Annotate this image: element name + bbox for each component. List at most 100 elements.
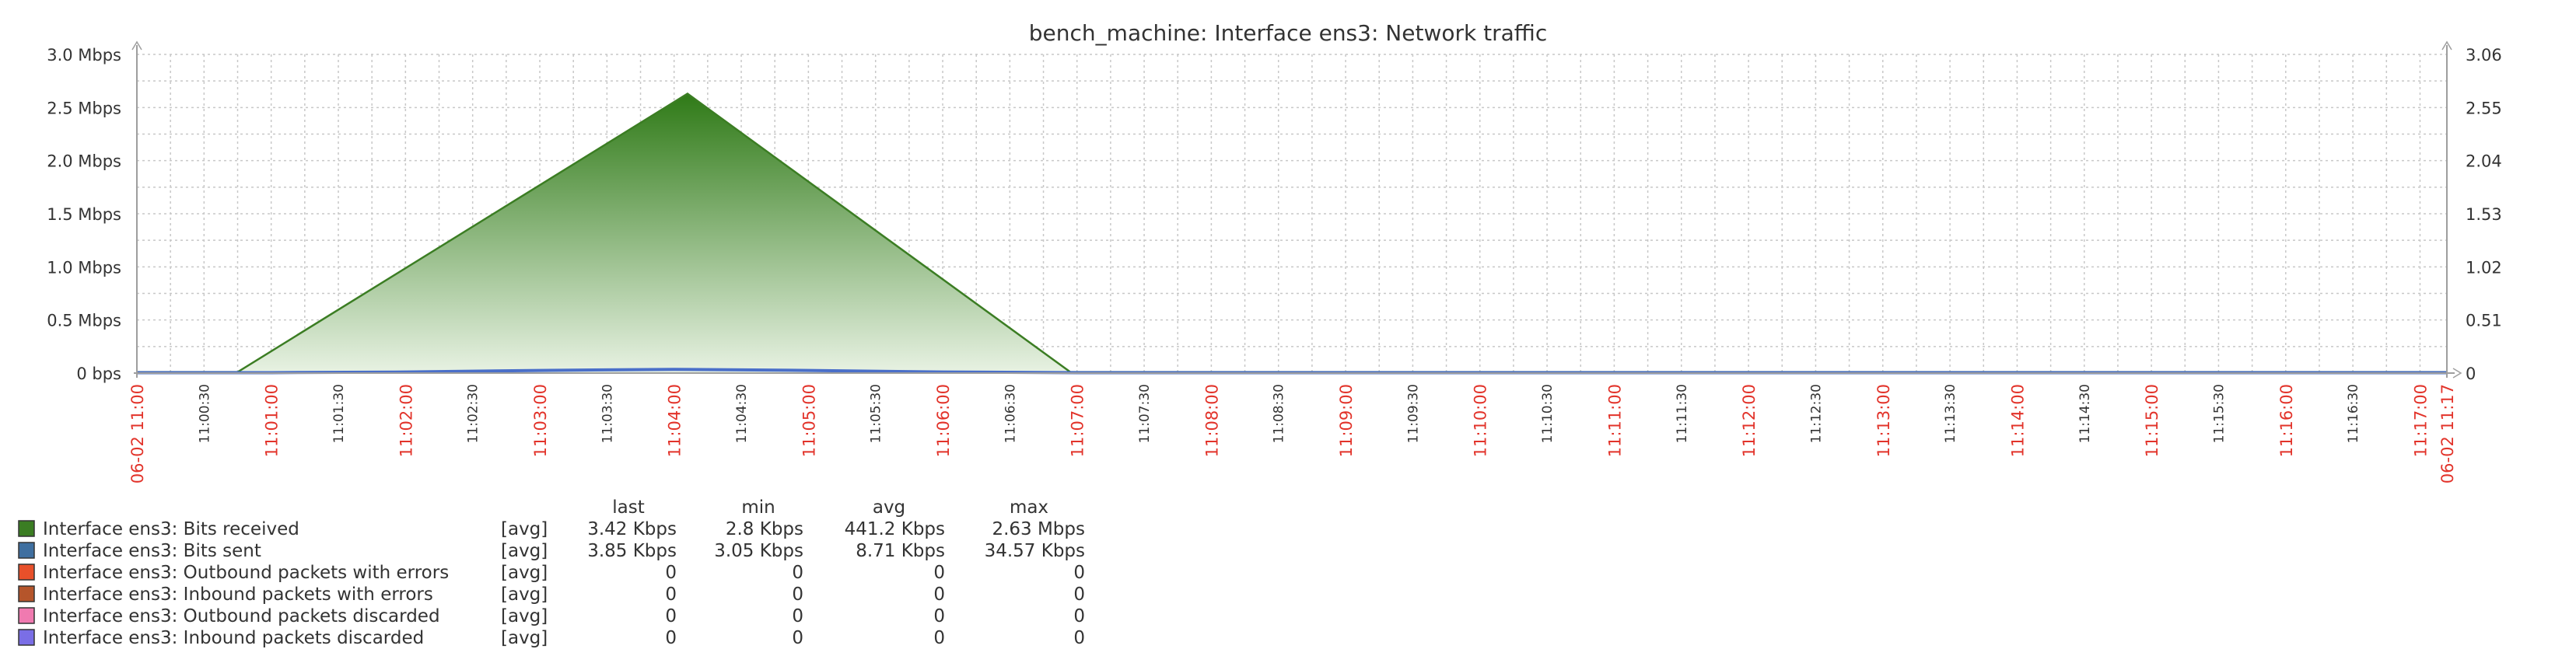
legend-value-avg: 441.2 Kbps [845,519,945,539]
legend-value-min: 2.8 Kbps [726,519,803,539]
legend-value-max: 0 [1073,628,1085,648]
legend-series-name: Interface ens3: Bits sent [43,541,261,561]
legend-function: [avg] [501,606,548,626]
x-tick-label-major: 11:16:00 [2277,384,2296,457]
y-tick-label-right: 1.02 [2466,258,2502,277]
legend-value-avg: 0 [933,628,945,648]
legend-value-last: 0 [665,606,677,626]
x-tick-label-minor: 11:01:30 [331,384,347,443]
x-tick-label-major: 06-02 11:17 [2438,384,2457,483]
legend-value-min: 0 [792,628,803,648]
y-tick-label-left: 1.5 Mbps [47,205,121,224]
legend-function: [avg] [501,628,548,648]
legend: last min avg max Interface ens3: Bits receiv… [18,497,1085,648]
y-axis-left-ticks: 0 bps 0.5 Mbps 1.0 Mbps 1.5 Mbps 2.0 Mbps 2.5… [47,46,121,383]
chart-title: bench_machine: Interface ens3: Network t… [1029,20,1547,46]
legend-value-last: 0 [665,563,677,583]
x-tick-label-minor: 11:13:30 [1943,384,1958,443]
y-tick-label-left: 2.0 Mbps [47,152,121,171]
legend-function: [avg] [501,584,548,605]
legend-value-min: 0 [792,584,803,605]
series-area-bits-received [137,93,2447,374]
series-line-bits-sent [137,368,2447,375]
legend-series-name: Interface ens3: Outbound packets with er… [43,563,449,583]
legend-header-avg: avg [873,497,905,518]
x-tick-label-major: 11:15:00 [2143,384,2161,457]
x-tick-label-minor: 11:07:30 [1137,384,1153,443]
axes [131,40,2462,379]
grid [137,54,2447,373]
legend-value-max: 0 [1073,606,1085,626]
y-tick-label-right: 2.04 [2466,152,2502,171]
x-tick-label-minor: 11:05:30 [869,384,884,443]
x-tick-label-minor: 11:02:30 [466,384,481,443]
legend-value-avg: 0 [933,606,945,626]
y-tick-label-left: 0 bps [76,365,121,383]
legend-value-max: 0 [1073,563,1085,583]
x-tick-label-minor: 11:09:30 [1405,384,1421,443]
legend-swatch [18,520,35,537]
y-tick-label-left: 0.5 Mbps [47,312,121,330]
x-tick-label-major: 11:17:00 [2411,384,2430,457]
x-tick-label-minor: 11:15:30 [2211,384,2227,443]
y-tick-label-left: 1.0 Mbps [47,258,121,277]
x-tick-label-major: 11:12:00 [1740,384,1759,457]
x-tick-label-major: 06-02 11:00 [128,384,147,483]
x-axis-arrow [2452,368,2462,379]
y-tick-label-left: 3.0 Mbps [47,46,121,65]
x-tick-label-major: 11:01:00 [263,384,282,457]
x-tick-label-minor: 11:03:30 [600,384,615,443]
x-tick-label-minor: 11:16:30 [2346,384,2361,443]
x-tick-label-major: 11:05:00 [800,384,818,457]
legend-value-last: 3.42 Kbps [587,519,677,539]
legend-value-last: 0 [665,628,677,648]
x-tick-label-major: 11:14:00 [2008,384,2027,457]
legend-value-avg: 8.71 Kbps [856,541,945,561]
legend-swatch [18,564,35,581]
x-tick-label-major: 11:09:00 [1337,384,1356,457]
x-tick-label-major: 11:11:00 [1605,384,1624,457]
legend-swatch [18,607,35,624]
legend-function: [avg] [501,519,548,539]
legend-value-max: 2.63 Mbps [992,519,1085,539]
legend-header-last: last [612,497,645,518]
legend-value-max: 0 [1073,584,1085,605]
y-axis-right-arrow [2441,40,2452,51]
legend-series-name: Interface ens3: Outbound packets discard… [43,606,440,626]
x-tick-label-minor: 11:06:30 [1003,384,1018,443]
legend-value-max: 34.57 Kbps [985,541,1085,561]
x-tick-label-major: 11:06:00 [934,384,953,457]
legend-series-name: Interface ens3: Inbound packets discarde… [43,628,424,648]
legend-value-min: 0 [792,606,803,626]
legend-swatch [18,542,35,559]
legend-swatch [18,629,35,646]
x-tick-label-major: 11:04:00 [666,384,684,457]
x-tick-label-major: 11:08:00 [1202,384,1221,457]
x-tick-label-major: 11:03:00 [531,384,550,457]
y-tick-label-right: 0 [2466,365,2476,383]
x-tick-label-minor: 11:14:30 [2077,384,2093,443]
legend-value-avg: 0 [933,563,945,583]
legend-header-min: min [741,497,775,518]
x-tick-label-major: 11:13:00 [1874,384,1893,457]
legend-function: [avg] [501,563,548,583]
y-tick-label-right: 3.06 [2466,46,2502,65]
y-tick-label-right: 1.53 [2466,205,2502,224]
x-tick-label-minor: 11:08:30 [1272,384,1287,443]
y-axis-left-arrow [131,40,142,51]
y-axis-right-ticks: 0 0.51 1.02 1.53 2.04 2.55 3.06 [2466,46,2502,383]
legend-value-last: 3.85 Kbps [587,541,677,561]
y-tick-label-left: 2.5 Mbps [47,99,121,117]
legend-value-min: 3.05 Kbps [714,541,803,561]
legend-value-min: 0 [792,563,803,583]
x-tick-label-major: 11:10:00 [1472,384,1490,457]
series [137,92,2447,375]
x-tick-label-major: 11:07:00 [1069,384,1087,457]
x-tick-label-minor: 11:04:30 [734,384,750,443]
x-tick-label-minor: 11:10:30 [1540,384,1556,443]
x-tick-label-major: 11:02:00 [397,384,415,457]
legend-header-max: max [1010,497,1048,518]
y-tick-label-right: 2.55 [2466,99,2502,117]
